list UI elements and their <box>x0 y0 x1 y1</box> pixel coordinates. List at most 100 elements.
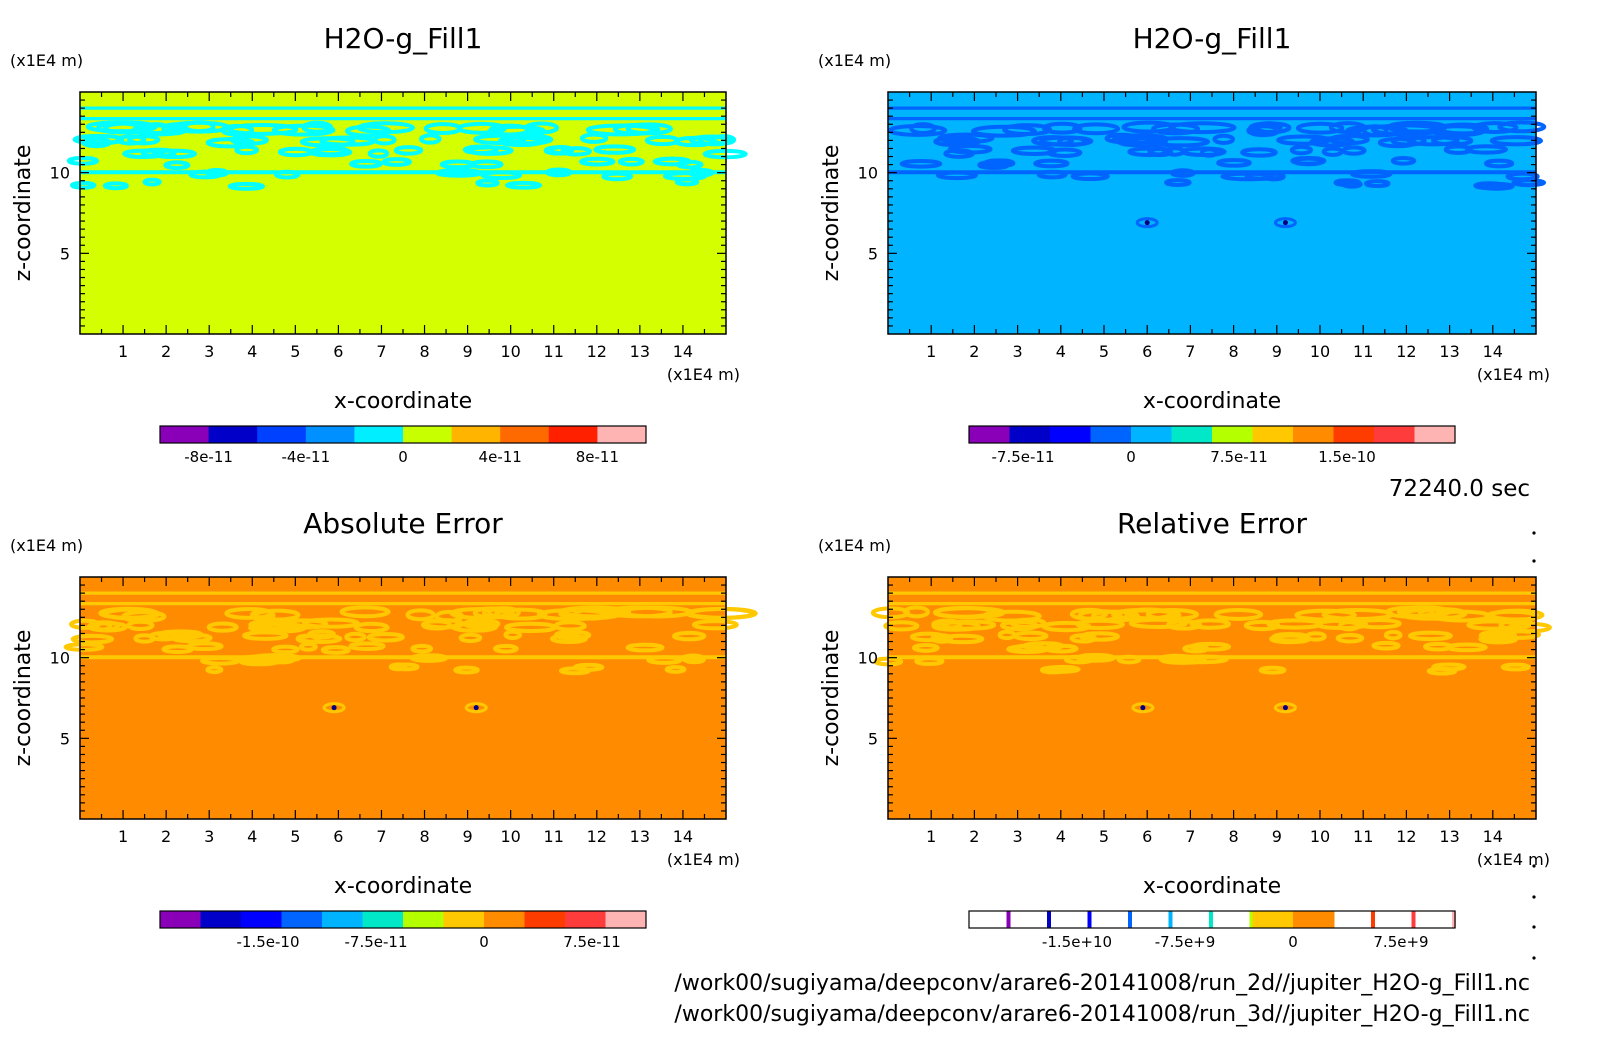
y-tick-label: 5 <box>60 244 70 263</box>
field-contour <box>1484 158 1515 169</box>
field-contour <box>1464 144 1508 155</box>
field-contour <box>1431 662 1467 672</box>
x-tick-label: 12 <box>587 342 607 361</box>
y-unit-label: (x1E4 m) <box>10 51 83 70</box>
field-contour <box>1012 630 1049 642</box>
field-contour <box>1189 641 1232 652</box>
y-tick-label: 10 <box>858 164 878 183</box>
field-contour <box>578 156 616 167</box>
field-contour <box>1111 133 1170 145</box>
chart-title: Relative Error <box>1117 507 1308 540</box>
field-contour <box>388 662 408 672</box>
colorbar-swatch <box>322 911 363 928</box>
field-contour <box>1364 179 1391 188</box>
field-contour <box>248 619 298 631</box>
field-contour <box>1255 121 1283 135</box>
field-contour <box>1072 122 1121 136</box>
colorbar-swatch <box>969 426 1010 443</box>
field-contour <box>1390 155 1417 166</box>
field-contour <box>1180 146 1227 157</box>
colorbar-swatch <box>1168 911 1173 928</box>
colorbar-swatch <box>1252 911 1293 928</box>
field-contour <box>1044 643 1079 654</box>
colorbar-swatch <box>1006 911 1011 928</box>
colorbar-tick-label: 1.5e-10 <box>1318 448 1376 466</box>
margin-dot <box>1532 864 1536 868</box>
field-contour <box>1033 158 1070 169</box>
x-tick-label: 2 <box>969 827 979 846</box>
field-contour <box>66 156 100 166</box>
x-tick-label: 12 <box>587 827 607 846</box>
field-contour <box>1009 617 1047 629</box>
margin-dot <box>1532 531 1536 535</box>
field-band <box>80 106 726 110</box>
x-tick-label: 11 <box>544 827 564 846</box>
y-tick-label: 10 <box>858 649 878 668</box>
x-tick-label: 9 <box>463 827 473 846</box>
field-contour <box>1321 146 1344 157</box>
field-pattern <box>870 591 1552 676</box>
x-unit-label: (x1E4 m) <box>1477 365 1550 384</box>
colorbar-swatch <box>281 911 323 928</box>
y-tick-label: 5 <box>868 244 878 263</box>
y-tick-label: 10 <box>50 164 70 183</box>
field-contour <box>888 124 948 137</box>
colorbar-swatch <box>200 911 242 928</box>
field-contour <box>133 633 156 644</box>
field-contour <box>320 645 351 655</box>
field-contour <box>549 633 588 645</box>
hotspot-core <box>331 705 337 711</box>
colorbar-swatch <box>403 426 453 443</box>
field-contour <box>1345 124 1410 138</box>
x-tick-label: 6 <box>1142 342 1152 361</box>
colorbar-swatch <box>1249 911 1254 928</box>
x-tick-label: 7 <box>1185 342 1195 361</box>
field-contour <box>979 160 1010 170</box>
x-tick-label: 7 <box>376 342 386 361</box>
field-contour <box>1428 124 1487 138</box>
field-contour <box>1292 156 1325 167</box>
field-contour <box>234 144 260 156</box>
hotspot-core <box>1140 705 1146 711</box>
field-band <box>888 117 1536 121</box>
field-contour <box>299 136 356 148</box>
field-contour <box>472 606 513 620</box>
colorbar-swatch <box>257 426 307 443</box>
x-tick-label: 13 <box>1439 827 1459 846</box>
field-contour <box>298 642 318 652</box>
colorbar-tick-label: 7.5e+9 <box>1373 933 1428 951</box>
field-contour <box>1002 123 1053 137</box>
field-contour <box>543 145 574 156</box>
field-contour <box>1309 136 1356 148</box>
x-tick-label: 3 <box>1013 342 1023 361</box>
x-tick-label: 9 <box>463 342 473 361</box>
field-contour <box>1478 630 1518 641</box>
field-band <box>888 170 1536 175</box>
y-unit-label: (x1E4 m) <box>10 536 83 555</box>
field-contour <box>1213 608 1264 621</box>
field-contour <box>271 644 300 655</box>
colorbar-swatch <box>1411 911 1416 928</box>
field-band <box>888 655 1536 660</box>
x-tick-label: 12 <box>1396 342 1416 361</box>
colorbar-swatch <box>565 911 606 928</box>
field-contour <box>503 629 523 641</box>
field-contour <box>1377 137 1418 149</box>
field-contour <box>439 159 476 170</box>
colorbar-tick-label: -1.5e-10 <box>237 933 300 951</box>
field-contour <box>493 643 519 654</box>
colorbar-swatch <box>1452 911 1456 928</box>
footer-path-1: /work00/sugiyama/deepconv/arare6-2014100… <box>674 971 1530 996</box>
field-contour <box>560 146 593 157</box>
field-contour <box>1216 158 1252 168</box>
field-pattern <box>66 106 748 191</box>
field-contour <box>242 630 289 641</box>
field-contour <box>1165 619 1203 631</box>
colorbar-tick-label: 0 <box>479 933 489 951</box>
x-tick-label: 5 <box>1099 827 1109 846</box>
x-tick-label: 7 <box>1185 827 1195 846</box>
field-contour <box>344 124 392 138</box>
x-tick-label: 8 <box>419 342 429 361</box>
field-contour <box>1333 178 1362 188</box>
